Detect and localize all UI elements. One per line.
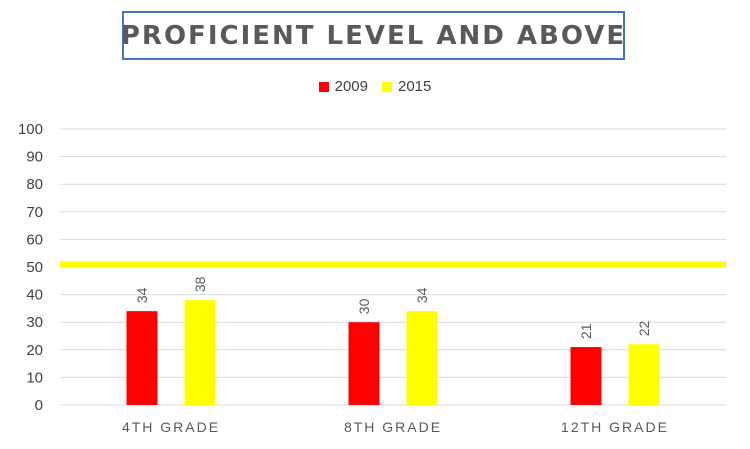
bar-2015-2 [406, 311, 438, 405]
y-tick-label-20: 20 [26, 342, 43, 359]
y-tick-label-80: 80 [26, 176, 43, 193]
legend-swatch-2015 [382, 81, 392, 92]
x-category-label-2: 8TH GRADE [344, 419, 442, 435]
legend-item-2015: 2015 [382, 78, 431, 95]
y-tick-label-70: 70 [26, 204, 43, 221]
x-category-label-1: 4TH GRADE [122, 419, 220, 435]
y-tick-label-90: 90 [26, 149, 43, 166]
data-label-2015-2: 34 [414, 287, 430, 303]
y-tick-label-50: 50 [26, 259, 43, 276]
data-label-2015-1: 38 [192, 276, 208, 292]
y-tick-label-30: 30 [26, 314, 43, 331]
data-label-2009-1: 34 [134, 287, 150, 303]
legend-label-2009: 2009 [334, 78, 368, 95]
legend: 2009 2015 [0, 78, 750, 95]
bar-2009-1 [126, 311, 158, 405]
chart-title-box: PROFICIENT LEVEL AND ABOVE [120, 11, 627, 60]
legend-item-2009: 2009 [318, 78, 368, 95]
x-category-label-3: 12TH GRADE [561, 419, 669, 435]
data-label-2015-3: 22 [636, 320, 652, 336]
y-tick-label-60: 60 [26, 231, 43, 248]
chart-title: PROFICIENT LEVEL AND ABOVE [120, 20, 627, 51]
y-tick-label-40: 40 [26, 287, 43, 304]
legend-label-2015: 2015 [398, 78, 432, 95]
data-label-2009-2: 30 [356, 298, 372, 314]
y-tick-label-100: 100 [18, 121, 43, 138]
y-tick-label-0: 0 [35, 397, 43, 414]
bar-2015-3 [628, 344, 660, 405]
bar-2009-2 [348, 322, 380, 405]
bar-2009-3 [570, 347, 602, 405]
legend-swatch-2009 [318, 81, 329, 92]
data-label-2009-3: 21 [578, 323, 594, 339]
bar-2015-1 [184, 300, 216, 405]
y-tick-label-10: 10 [26, 369, 43, 386]
